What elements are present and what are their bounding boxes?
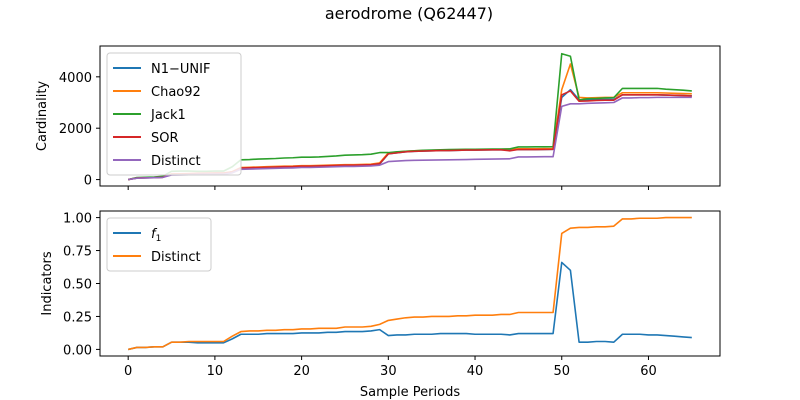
- indicators-y-tick-label-2: 0.50: [63, 278, 92, 293]
- x-axis-label: Sample Periods: [360, 385, 460, 400]
- cardinality-x-ticks: [127, 186, 649, 190]
- x-tick-label-5: 50: [553, 364, 570, 379]
- cardinality-legend-label-1: Chao92: [151, 85, 201, 100]
- indicators-y-tick-label-3: 0.75: [63, 245, 92, 260]
- cardinality-panel: 0 2000 4000 Cardinality N1−UNIF Chao92 Jack1…: [35, 45, 721, 190]
- x-tick-label-0: 0: [124, 364, 132, 379]
- cardinality-y-ticks: 0 2000 4000: [59, 71, 100, 189]
- indicators-y-tick-label-0: 0.00: [63, 343, 92, 358]
- x-tick-label-3: 30: [380, 364, 397, 379]
- indicators-y-axis-label: Indicators: [40, 251, 55, 315]
- x-tick-label-4: 40: [467, 364, 484, 379]
- cardinality-legend-label-2: Jack1: [150, 108, 186, 123]
- indicators-y-ticks: 0.00 0.25 0.50 0.75 1.00: [63, 212, 100, 358]
- cardinality-axes-frame: [99, 45, 721, 187]
- indicators-legend: f1 Distinct: [106, 217, 212, 272]
- cardinality-y-axis-label: Cardinality: [35, 81, 50, 152]
- cardinality-legend-box: [106, 52, 242, 176]
- indicators-series-lines: [128, 216, 692, 351]
- cardinality-y-tick-label-2: 4000: [59, 71, 92, 86]
- figure-title: aerodrome (Q62447): [325, 4, 493, 23]
- cardinality-legend: N1−UNIF Chao92 Jack1 SOR Distinct: [106, 52, 242, 176]
- indicators-y-tick-label-4: 1.00: [63, 212, 92, 227]
- cardinality-y-tick-label-1: 2000: [59, 122, 92, 137]
- cardinality-legend-label-3: SOR: [151, 131, 179, 146]
- cardinality-y-tick-label-0: 0: [84, 174, 92, 189]
- indicators-y-tick-label-1: 0.25: [63, 310, 92, 325]
- indicators-legend-label-1: Distinct: [151, 250, 201, 265]
- indicators-panel: 0 10 20 30 40 50 60 0.00 0.25 0.50 0.75 1.00 Indic…: [40, 210, 721, 400]
- indicators-x-ticks: 0 10 20 30 40 50 60: [124, 356, 657, 379]
- x-tick-label-6: 60: [640, 364, 657, 379]
- cardinality-legend-label-0: N1−UNIF: [151, 62, 210, 77]
- indicators-legend-box: [106, 217, 212, 272]
- x-tick-label-2: 20: [293, 364, 310, 379]
- indicators-series-line-0: [128, 261, 692, 351]
- cardinality-legend-label-4: Distinct: [151, 154, 201, 169]
- x-tick-label-1: 10: [207, 364, 224, 379]
- indicators-legend-label-0: f1: [151, 227, 161, 244]
- indicators-series-line-1: [128, 216, 692, 351]
